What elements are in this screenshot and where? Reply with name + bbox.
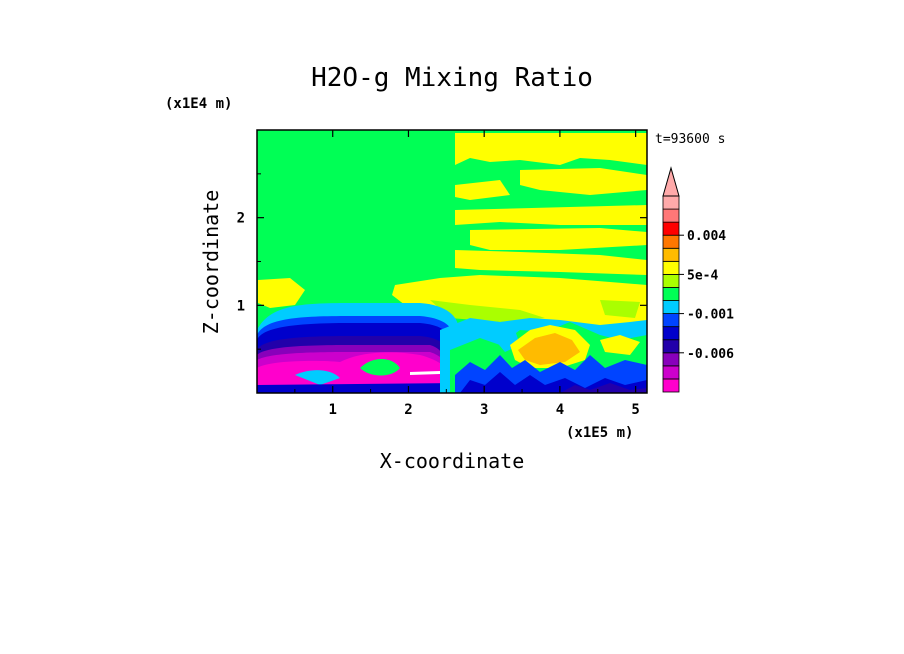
y-scale-label: (x1E4 m)	[165, 96, 232, 112]
colorbar-extension	[662, 166, 680, 197]
colorbar-band	[662, 234, 680, 249]
chart-title: H2O-g Mixing Ratio	[311, 63, 593, 93]
colorbar-band	[662, 378, 680, 393]
x-tick-label-3: 3	[480, 402, 488, 418]
colorbar-band	[662, 365, 680, 380]
x-tick-label-2: 2	[404, 402, 412, 418]
lower-right-contours	[440, 318, 647, 393]
colorbar-label: -0.001	[687, 308, 734, 323]
y-tick-label-2: 2	[237, 211, 245, 227]
x-tick-label-4: 4	[556, 402, 564, 418]
time-label: t=93600 s	[655, 132, 725, 147]
colorbar-label: -0.006	[687, 347, 734, 362]
colorbar-band	[662, 339, 680, 354]
x-axis-title: X-coordinate	[380, 449, 525, 473]
lower-left-contours	[257, 303, 470, 393]
upper-contours	[258, 133, 647, 330]
colorbar-band	[662, 352, 680, 367]
colorbar-band	[662, 326, 680, 341]
colorbar-band	[662, 313, 680, 328]
colorbar-band	[662, 260, 680, 275]
x-tick-label-1: 1	[329, 402, 337, 418]
contour-field	[257, 130, 647, 393]
y-axis: 12	[237, 173, 647, 350]
colorbar-band	[662, 208, 680, 223]
colorbar-band	[662, 221, 680, 236]
x-tick-label-5: 5	[631, 402, 639, 418]
colorbar-band	[662, 300, 680, 314]
colorbar-band	[662, 247, 680, 262]
colorbar-label: 5e-4	[687, 268, 718, 283]
x-scale-label: (x1E5 m)	[566, 425, 633, 441]
y-axis-title: Z-coordinate	[199, 190, 223, 335]
colorbar-band	[662, 287, 680, 301]
colorbar-label: 0.004	[687, 229, 726, 244]
colorbar: 0.004 5e-4 -0.001 -0.006	[662, 166, 734, 393]
x-axis: 1 2 3 4 5	[294, 130, 640, 418]
y-tick-label-1: 1	[237, 298, 245, 314]
colorbar-band	[662, 195, 680, 210]
colorbar-band	[662, 273, 680, 288]
